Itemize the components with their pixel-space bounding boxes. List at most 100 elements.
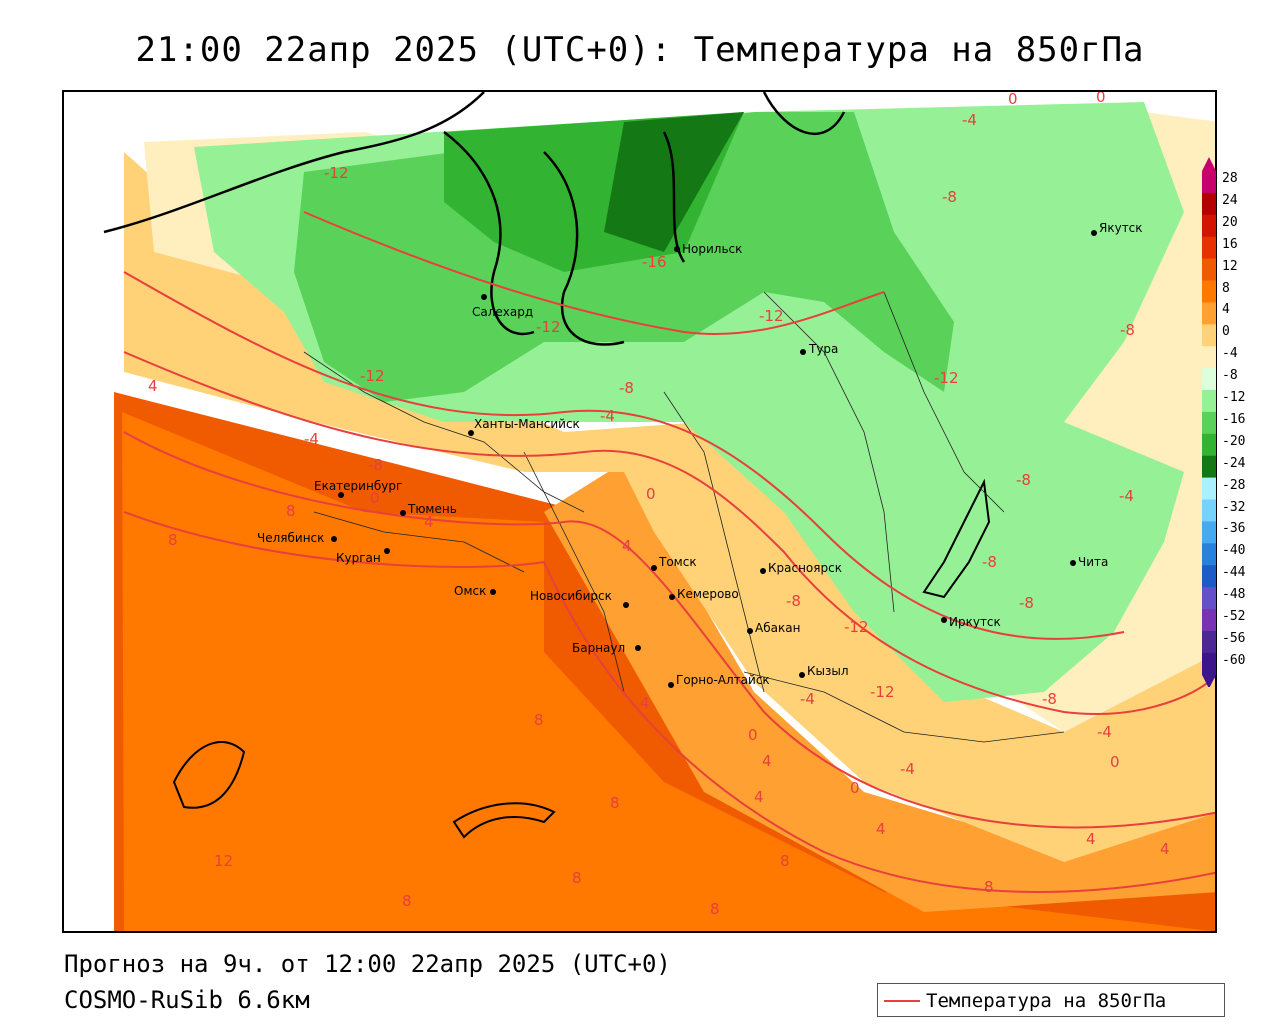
colorbar-tick-label: -16: [1222, 411, 1246, 427]
colorbar-tick-label: 8: [1222, 280, 1230, 296]
isotherm-label: -8: [786, 592, 801, 610]
isotherm-label: -12: [324, 164, 349, 182]
city-kemerovo: Кемерово: [677, 587, 739, 601]
colorbar-tick-label: 20: [1222, 214, 1238, 230]
city-omsk: Омск: [454, 584, 486, 598]
temperature-map: Норильск Якутск Салехард Тура Ханты-Манс…: [62, 90, 1217, 933]
isotherm-label: 4: [622, 537, 632, 555]
isotherm-label: 4: [1086, 830, 1096, 848]
colorbar-tick-label: -60: [1222, 652, 1246, 668]
city-khanty-mansiysk: Ханты-Мансийск: [474, 417, 580, 431]
colorbar-tick-label: 12: [1222, 258, 1238, 274]
colorbar-tick-label: -36: [1222, 521, 1246, 537]
isotherm-label: -16: [642, 253, 667, 271]
isotherm-label: 8: [572, 869, 582, 887]
colorbar-tick-label: -4: [1222, 346, 1238, 362]
colorbar-top-arrow: [1202, 157, 1216, 171]
city-tomsk: Томск: [658, 555, 697, 569]
colorbar-segment: [1202, 411, 1216, 435]
colorbar-tick-label: 16: [1222, 236, 1238, 252]
colorbar-segment: [1202, 433, 1216, 457]
colorbar-segment: [1202, 543, 1216, 566]
field-warm-8: [122, 412, 1211, 931]
city-tyumen: Тюмень: [407, 502, 457, 516]
isotherm-label: 8: [984, 878, 994, 896]
colorbar-segment: [1202, 565, 1216, 588]
colorbar-segment: [1202, 477, 1216, 500]
city-krasnoyarsk: Красноярск: [768, 561, 842, 575]
colorbar-segment: [1202, 587, 1216, 610]
city-barnaul: Барнаул: [572, 641, 625, 655]
colorbar-tick-label: -48: [1222, 587, 1246, 603]
city-gorno-altaysk: Горно-Алтайск: [676, 673, 770, 687]
colorbar-segment: [1202, 258, 1216, 281]
colorbar-tick-label: 0: [1222, 324, 1230, 340]
legend-box: Температура на 850гПа: [877, 983, 1225, 1017]
colorbar-segment: [1202, 236, 1216, 260]
isotherm-label: 8: [168, 531, 178, 549]
isotherm-label: -4: [1097, 723, 1112, 741]
city-novosibirsk: Новосибирск: [530, 589, 612, 603]
isotherm-label: 4: [424, 513, 434, 531]
city-ekaterinburg: Екатеринбург: [314, 479, 402, 493]
colorbar-segment: [1202, 499, 1216, 522]
isotherm-label: 8: [402, 892, 412, 910]
map-title: 21:00 22апр 2025 (UTC+0): Температура на…: [135, 30, 1145, 70]
colorbar-tick-label: -44: [1222, 565, 1246, 581]
colorbar-segment: [1202, 346, 1216, 369]
forecast-info: Прогноз на 9ч. от 12:00 22апр 2025 (UTC+…: [64, 950, 671, 978]
colorbar-segment: [1202, 214, 1216, 238]
colorbar-tick-label: -8: [1222, 368, 1238, 384]
lake-baikal: [922, 478, 991, 599]
isotherm-label: -4: [800, 690, 815, 708]
isotherm-label: -12: [759, 307, 784, 325]
isotherm-label: 4: [876, 820, 886, 838]
field-warm-4: [544, 462, 1215, 912]
colorbar-segment: [1202, 171, 1216, 194]
isotherm-label: 4: [762, 752, 772, 770]
colorbar-segment: [1202, 280, 1216, 303]
isotherm-label: 0: [748, 726, 758, 744]
isotherm-label: 0: [1096, 92, 1106, 106]
city-yakutsk: Якутск: [1099, 221, 1143, 235]
isotherm-label: -8: [368, 456, 383, 474]
map-canvas: Норильск Якутск Салехард Тура Ханты-Манс…: [103, 92, 1215, 931]
colorbar-segment: [1202, 192, 1216, 216]
colorbar-tick-label: -40: [1222, 543, 1246, 559]
colorbar-segment: [1202, 521, 1216, 544]
isotherm-lines: [123, 211, 1215, 893]
isotherm-label: 8: [610, 794, 620, 812]
isotherm-label: -4: [900, 760, 915, 778]
isotherm-label: 4: [1160, 840, 1170, 858]
legend-line-swatch: [884, 1000, 920, 1002]
colorbar-tick-label: -12: [1222, 390, 1246, 405]
colorbar-tick-label: -32: [1222, 499, 1246, 515]
legend-label: Температура на 850гПа: [926, 990, 1167, 1012]
isotherm-label: 8: [286, 502, 296, 520]
colorbar: [1202, 157, 1216, 687]
isotherm-label: -8: [1019, 594, 1034, 612]
colorbar-tick-label: -56: [1222, 630, 1246, 646]
model-info: COSMO-RuSib 6.6км: [64, 986, 310, 1014]
isotherm-label: -8: [982, 553, 997, 571]
isotherm-label: 12: [214, 852, 233, 870]
city-chita: Чита: [1078, 555, 1108, 569]
city-salekhard: Салехард: [472, 305, 533, 319]
isotherm-label: 0: [646, 485, 656, 503]
isotherm-label: -8: [942, 188, 957, 206]
colorbar-bottom-arrow: [1202, 674, 1216, 687]
colorbar-tick-label: -52: [1222, 609, 1246, 624]
isotherm-label: -8: [1042, 690, 1057, 708]
colorbar-tick-label: 4: [1222, 302, 1230, 318]
colorbar-segment: [1202, 368, 1216, 391]
city-norilsk: Норильск: [682, 242, 742, 256]
coastline: [103, 92, 846, 346]
aral-sea: [172, 741, 246, 809]
colorbar-segment: [1202, 455, 1216, 479]
city-tura: Тура: [808, 342, 838, 356]
isotherm-label: 8: [780, 852, 790, 870]
colorbar-tick-label: -24: [1222, 455, 1246, 471]
isotherm-label: -12: [360, 367, 385, 385]
isotherm-label: 0: [1110, 753, 1120, 771]
colorbar-tick-label: -28: [1222, 477, 1246, 493]
